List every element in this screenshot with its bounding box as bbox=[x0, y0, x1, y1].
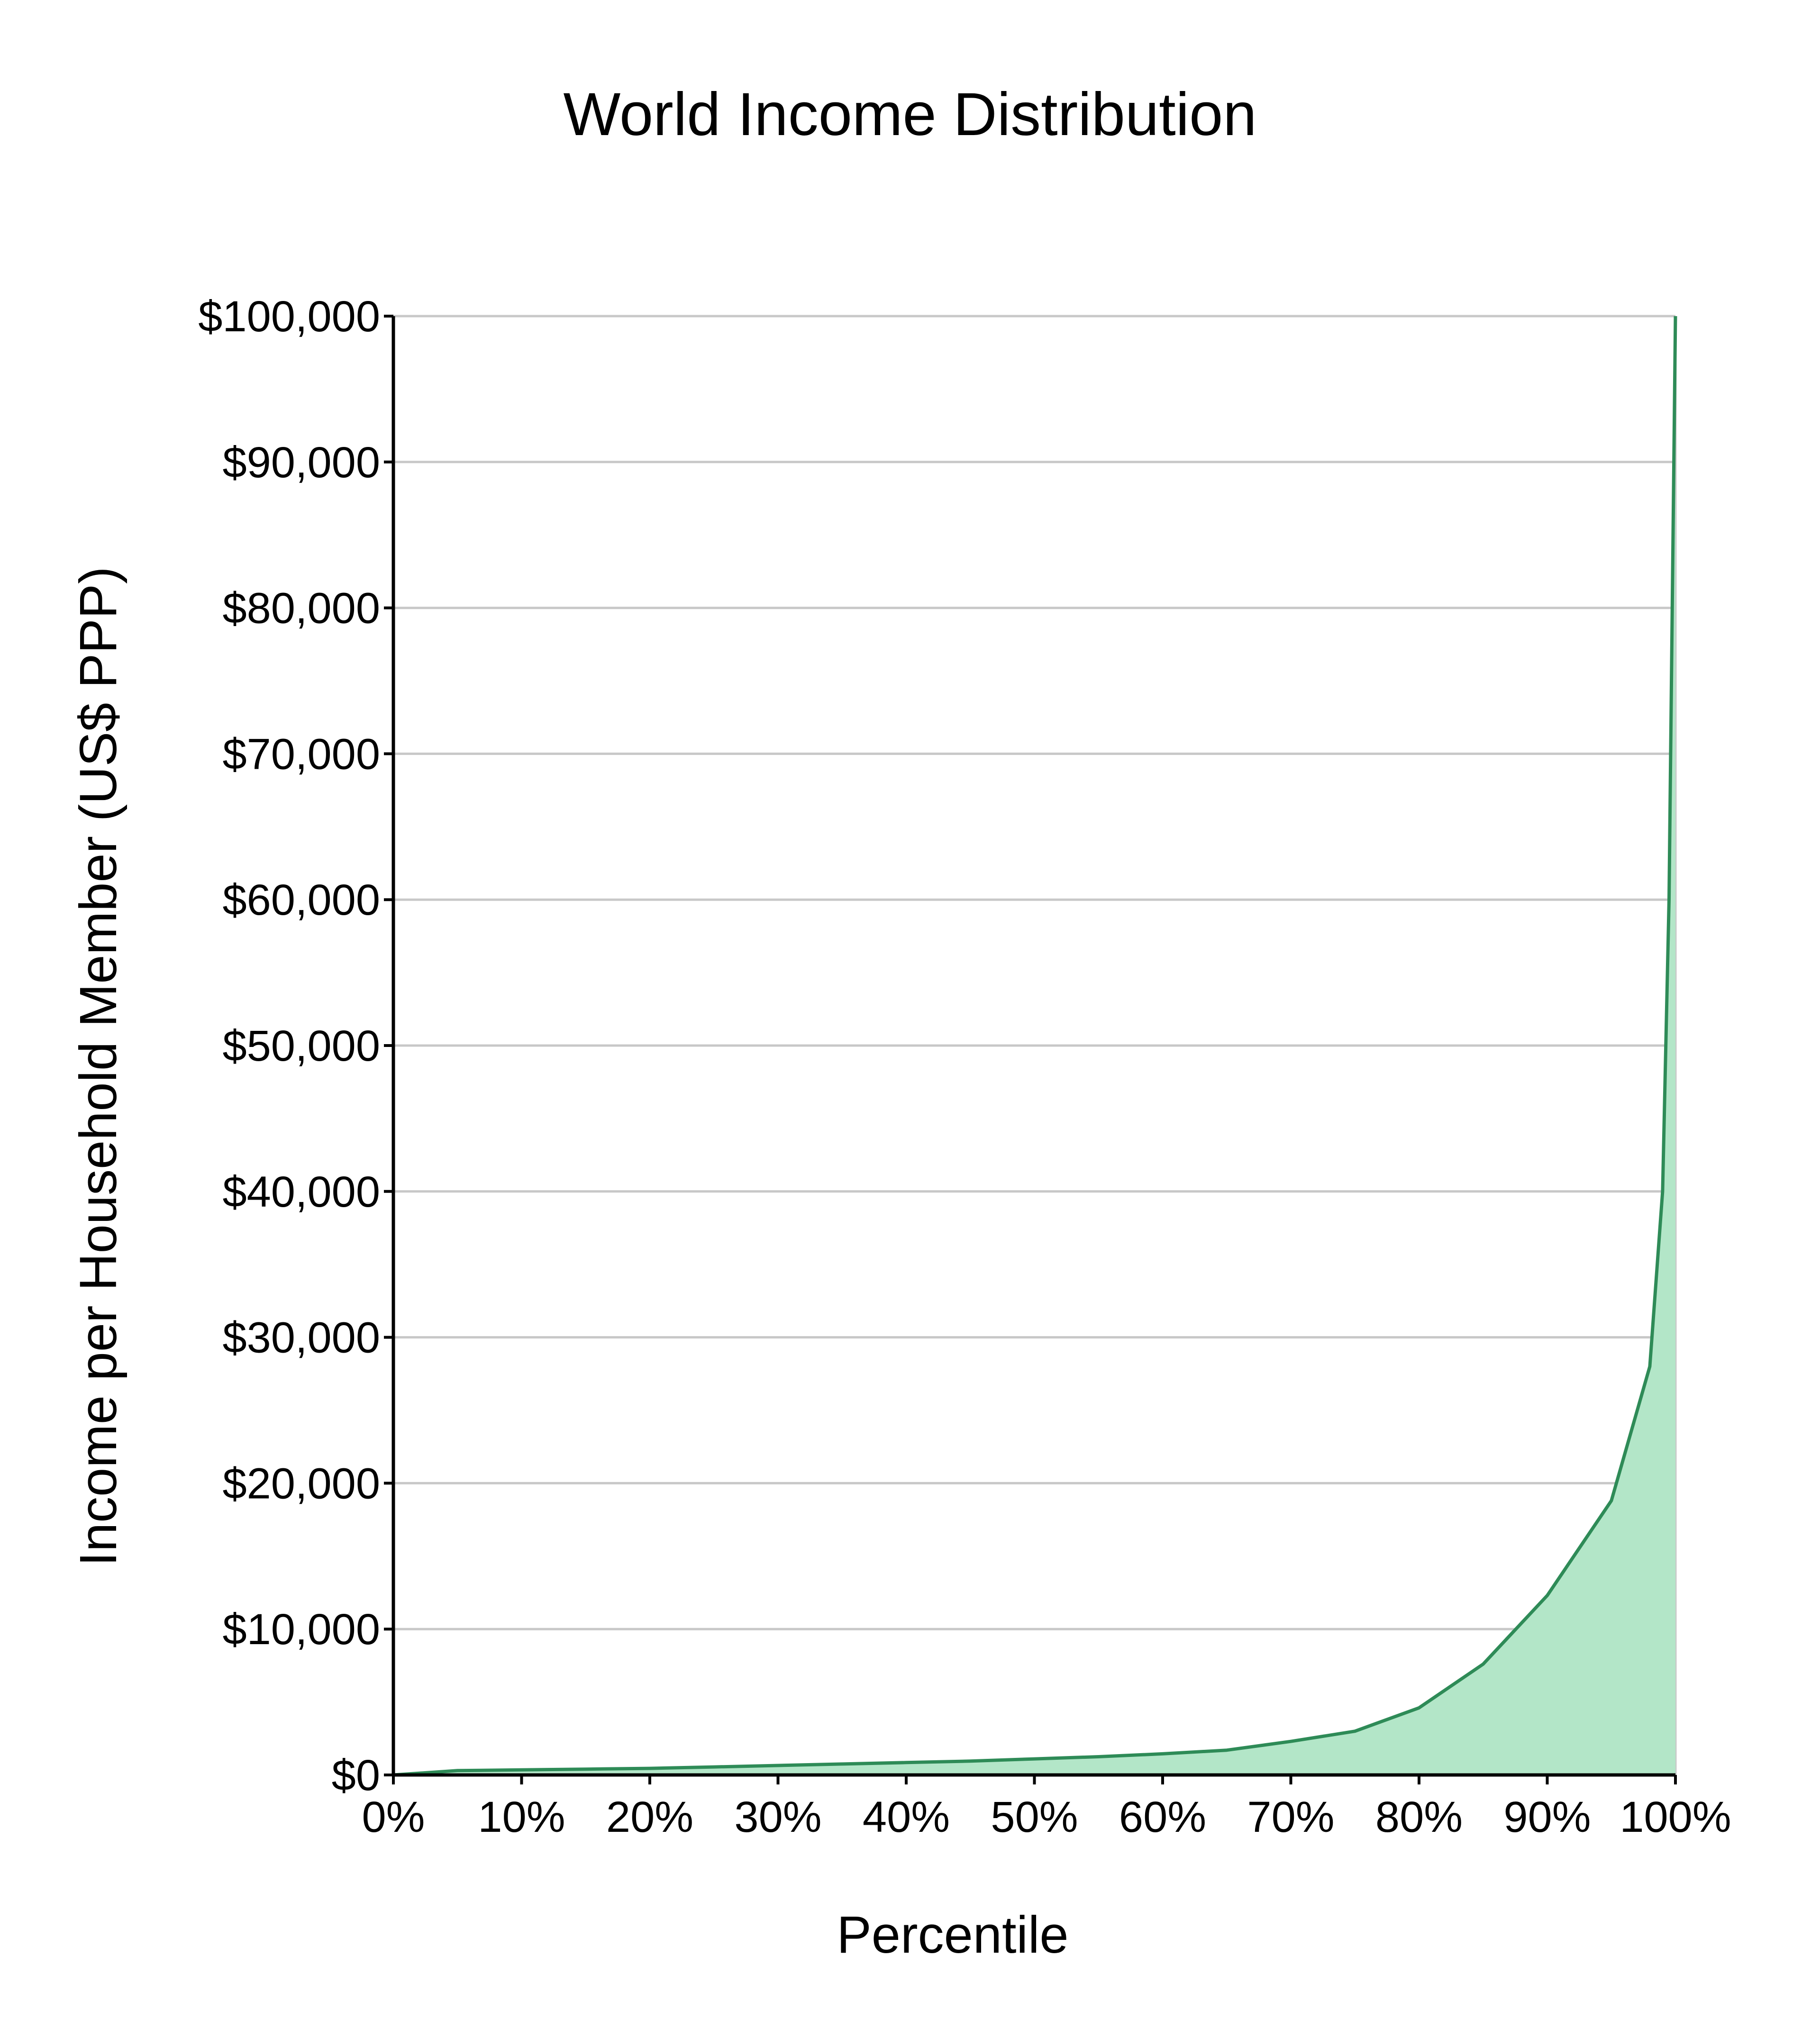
y-tick-label-5: $50,000 bbox=[222, 1022, 380, 1070]
y-tick-label-4: $40,000 bbox=[222, 1168, 380, 1216]
y-axis-label: Income per Household Member (US$ PPP) bbox=[69, 566, 127, 1566]
x-tick-label-3: 30% bbox=[734, 1793, 821, 1841]
x-tick-label-8: 80% bbox=[1375, 1793, 1463, 1841]
y-tick-label-3: $30,000 bbox=[222, 1314, 380, 1362]
series-line bbox=[393, 316, 1677, 1777]
y-tick-label-10: $100,000 bbox=[198, 292, 380, 341]
axes bbox=[384, 315, 1677, 1784]
x-axis-label: Percentile bbox=[837, 1906, 1068, 1964]
y-tick-label-8: $80,000 bbox=[222, 584, 380, 633]
x-tick-label-4: 40% bbox=[863, 1793, 950, 1841]
y-tick-label-1: $10,000 bbox=[222, 1605, 380, 1654]
x-tick-label-10: 100% bbox=[1620, 1793, 1731, 1841]
plot-area bbox=[393, 316, 1677, 1777]
x-tick-label-5: 50% bbox=[991, 1793, 1078, 1841]
y-tick-label-2: $20,000 bbox=[222, 1459, 380, 1508]
series-area-fill bbox=[393, 316, 1675, 1775]
y-tick-label-6: $60,000 bbox=[222, 876, 380, 924]
chart-title: World Income Distribution bbox=[563, 81, 1256, 148]
y-tick-label-7: $70,000 bbox=[222, 730, 380, 778]
x-tick-label-0: 0% bbox=[362, 1793, 425, 1841]
x-tick-label-2: 20% bbox=[606, 1793, 693, 1841]
x-tick-label-9: 90% bbox=[1503, 1793, 1591, 1841]
y-tick-label-0: $0 bbox=[332, 1751, 380, 1800]
x-tick-label-1: 10% bbox=[478, 1793, 565, 1841]
y-tick-label-9: $90,000 bbox=[222, 438, 380, 487]
x-tick-label-6: 60% bbox=[1119, 1793, 1206, 1841]
tick-labels: $0 $10,000 $20,000 $30,000 $40,000 $50,000 $60… bbox=[198, 292, 1731, 1841]
x-tick-label-7: 70% bbox=[1247, 1793, 1334, 1841]
